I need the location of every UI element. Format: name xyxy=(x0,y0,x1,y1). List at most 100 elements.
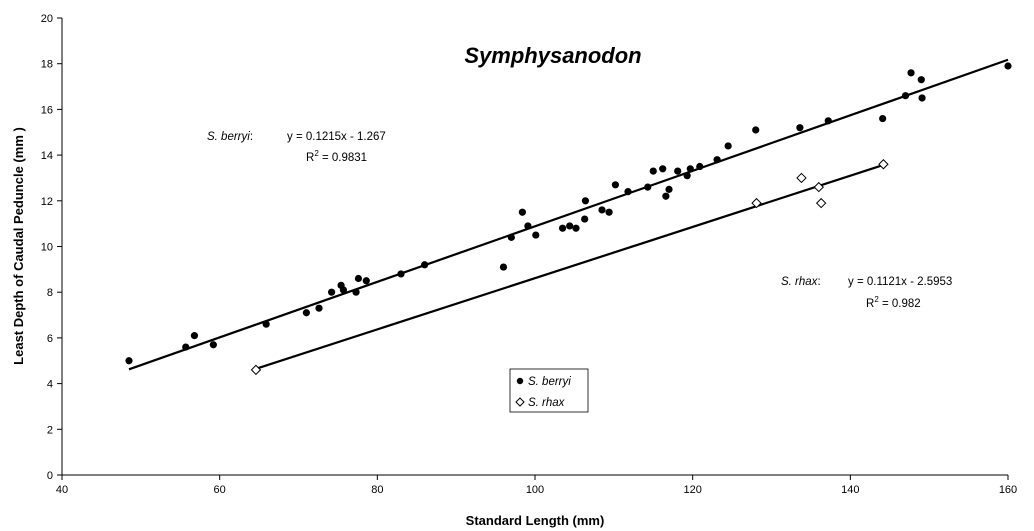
x-tick-label: 100 xyxy=(526,484,544,496)
data-points xyxy=(125,62,1012,376)
berryi-point xyxy=(362,277,370,285)
rhax-equation: y = 0.1121x - 2.5953 xyxy=(848,276,952,288)
berryi-equation: y = 0.1215x - 1.267 xyxy=(287,131,386,143)
y-axis-title: Least Depth of Caudal Peduncle (mm ) xyxy=(11,127,26,365)
berryi-point xyxy=(696,162,704,171)
rhax-point xyxy=(878,159,889,170)
berryi-point xyxy=(644,183,652,191)
y-tick-label: 8 xyxy=(47,287,53,299)
berryi-point xyxy=(659,165,667,173)
berryi-point xyxy=(917,76,925,84)
rhax-annotation-species: S. rhax xyxy=(781,276,819,288)
berryi-point xyxy=(824,117,832,125)
berryi-point xyxy=(649,167,657,175)
svg-text:S. rhax:y = 0.1121x - 2.5953: S. rhax: y = 0.1121x - 2.5953 xyxy=(781,276,952,288)
legend-label-rhax: S. rhax xyxy=(528,397,566,409)
x-tick-label: 40 xyxy=(56,484,68,496)
rhax-trendline xyxy=(255,163,884,370)
y-tick-label: 18 xyxy=(41,59,53,71)
ticks: 40 60 80 100 120 140 160 0 2 4 6 8 10 12 14 16 18 20 xyxy=(41,13,1017,496)
y-tick-label: 4 xyxy=(47,379,53,391)
berryi-r2-value: = 0.9831 xyxy=(319,152,367,164)
berryi-point xyxy=(662,192,670,200)
berryi-point xyxy=(532,231,540,239)
y-tick-label: 2 xyxy=(47,424,53,436)
berryi-point xyxy=(624,188,632,196)
berryi-equation-annotation: S. berryi: y = 0.1215x - 1.267 R2 = 0.983… xyxy=(207,131,386,164)
berryi-point xyxy=(752,126,760,134)
svg-text:S. berryi:y = 0.1215x - 1.267: S. berryi: y = 0.1215x - 1.267 xyxy=(207,131,386,143)
berryi-point xyxy=(262,320,270,328)
berryi-point xyxy=(611,181,620,189)
rhax-point xyxy=(751,197,762,209)
rhax-point xyxy=(815,197,827,209)
berryi-point xyxy=(879,114,887,123)
berryi-point xyxy=(1004,62,1012,70)
berryi-point xyxy=(524,222,532,230)
x-tick-label: 140 xyxy=(841,484,859,496)
y-tick-label: 6 xyxy=(47,333,53,345)
y-tick-label: 10 xyxy=(41,242,53,254)
berryi-point xyxy=(518,208,526,216)
berryi-r2-sup: 2 xyxy=(314,149,319,158)
rhax-r2-value: = 0.982 xyxy=(879,298,921,310)
berryi-point xyxy=(328,288,336,296)
berryi-point xyxy=(566,222,574,230)
y-tick-label: 0 xyxy=(47,470,53,482)
berryi-point xyxy=(339,286,348,294)
berryi-point xyxy=(397,270,405,278)
rhax-annotation-colon: : xyxy=(817,276,820,288)
legend-label-berryi: S. berryi xyxy=(528,376,571,388)
y-tick-label: 16 xyxy=(41,104,53,116)
berryi-trendline xyxy=(128,58,1009,371)
svg-text:R2 = 0.982: R2 = 0.982 xyxy=(866,295,921,310)
berryi-point xyxy=(507,233,515,241)
berryi-point xyxy=(713,156,721,164)
berryi-point xyxy=(907,69,915,77)
berryi-point xyxy=(190,332,199,340)
berryi-point xyxy=(302,309,310,317)
berryi-point xyxy=(724,142,732,150)
x-tick-label: 60 xyxy=(214,484,226,496)
rhax-r2-prefix: R xyxy=(866,298,874,310)
x-tick-label: 160 xyxy=(999,484,1017,496)
berryi-annotation-species: S. berryi xyxy=(207,131,250,143)
berryi-point xyxy=(352,288,360,296)
x-axis-title: Standard Length (mm) xyxy=(466,513,605,528)
x-tick-label: 80 xyxy=(371,484,383,496)
rhax-point xyxy=(813,181,825,193)
berryi-point xyxy=(918,94,926,102)
berryi-point xyxy=(182,343,190,351)
berryi-point xyxy=(572,224,580,232)
y-tick-label: 12 xyxy=(41,196,53,208)
berryi-point xyxy=(665,185,673,193)
berryi-annotation-colon: : xyxy=(250,131,253,143)
rhax-point xyxy=(250,364,262,376)
berryi-point xyxy=(125,357,133,365)
berryi-r2-prefix: R xyxy=(306,152,314,164)
legend: S. berryi S. rhax xyxy=(509,368,589,413)
x-tick-label: 120 xyxy=(683,484,701,496)
berryi-point xyxy=(581,197,590,205)
rhax-equation-annotation: S. rhax: y = 0.1121x - 2.5953 R2 = 0.982 xyxy=(781,276,952,310)
berryi-point xyxy=(209,341,217,349)
berryi-point xyxy=(315,304,323,312)
legend-marker-berryi xyxy=(516,377,524,385)
legend-box xyxy=(509,368,589,413)
y-tick-label: 14 xyxy=(41,150,53,162)
berryi-point xyxy=(796,124,804,132)
berryi-point xyxy=(598,206,606,214)
rhax-r2-sup: 2 xyxy=(874,295,879,304)
rhax-point xyxy=(796,172,807,184)
berryi-point xyxy=(605,208,613,216)
berryi-point xyxy=(901,92,910,100)
y-tick-label: 20 xyxy=(41,13,53,25)
berryi-point xyxy=(683,172,691,180)
berryi-point xyxy=(686,165,694,173)
berryi-point xyxy=(581,215,589,223)
svg-text:R2 = 0.9831: R2 = 0.9831 xyxy=(306,149,367,164)
legend-marker-rhax xyxy=(515,397,525,407)
chart-title: Symphysanodon xyxy=(464,43,641,68)
trendlines xyxy=(128,58,1009,371)
